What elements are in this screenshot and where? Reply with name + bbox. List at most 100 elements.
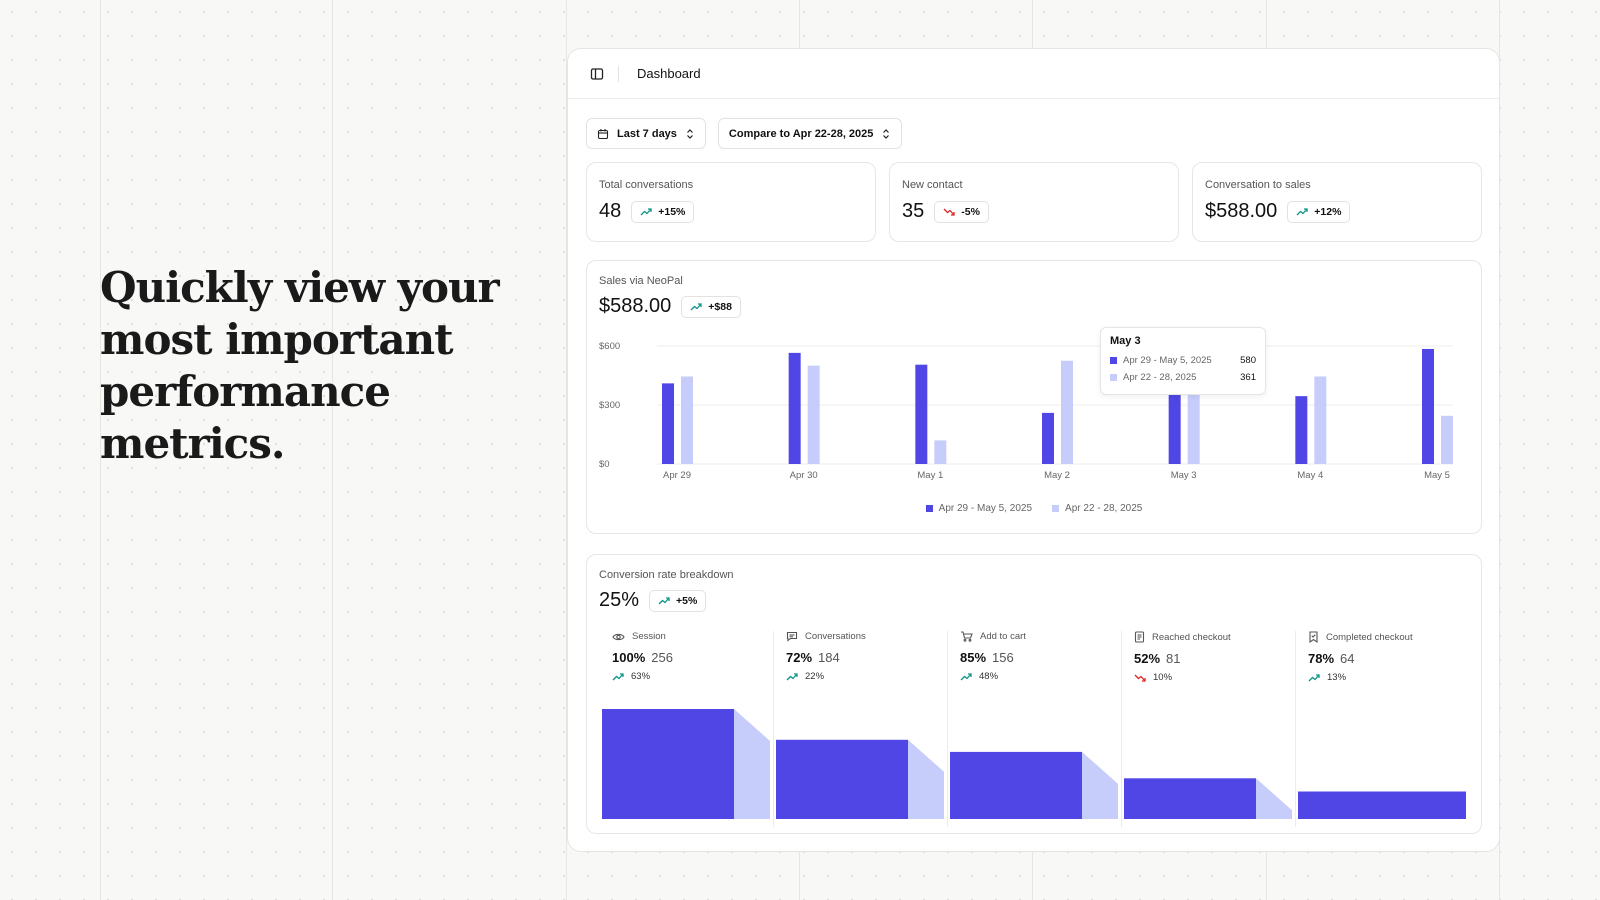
x-tick-label: Apr 30 [790,470,818,481]
legend-label: Apr 22 - 28, 2025 [1065,503,1143,514]
bar [807,365,820,464]
bar [681,376,693,464]
funnel-dropoff [908,739,944,819]
trend-value: +12% [1314,205,1342,218]
funnel-dropoff [734,709,770,819]
guide-line [566,0,567,900]
funnel-bar [950,751,1082,819]
stage-percent: 52% [1134,651,1161,666]
chevron-updown-icon [685,128,695,140]
kpi-label: Total conversations [599,179,694,191]
divider [773,631,774,827]
stage-trend-value: 63% [631,671,651,682]
bar [1422,348,1434,464]
page-title: Dashboard [637,66,701,81]
trend-up-icon [786,672,798,682]
trend-up-icon [1308,673,1320,683]
date-range-label: Last 7 days [617,127,677,140]
top-bar: Dashboard [568,49,1499,99]
guide-line [332,0,333,900]
trend-value: -5% [961,205,980,218]
stage-trend-value: 22% [805,671,825,682]
trend-value: +5% [676,594,698,607]
stage-trend-value: 13% [1327,672,1347,683]
stage-percent: 78% [1308,651,1335,666]
funnel-bar [1124,778,1256,819]
sales-chart-card: Sales via NeoPal $588.00 +$88 $0 $300 $600… [586,260,1482,534]
stage-count: 256 [651,650,673,665]
stage-percent: 72% [786,650,813,665]
chevron-updown-icon [881,128,891,140]
divider [618,65,619,82]
stage-percent: 100% [612,650,646,665]
stage-trend-value: 48% [979,671,999,682]
stage-count: 156 [992,650,1014,665]
sales-label: Sales via NeoPal [599,275,683,287]
trend-up-icon [690,302,702,312]
x-tick-label: May 2 [1044,470,1070,481]
x-tick-label: May 4 [1297,470,1323,481]
funnel-dropoff [1082,751,1118,819]
bar [1441,415,1453,464]
chart-tooltip: May 3 Apr 29 - May 5, 2025 580 Apr 22 - … [1100,327,1266,395]
legend-item[interactable]: Apr 22 - 28, 2025 [1052,503,1142,514]
y-tick-label: $0 [599,459,610,470]
trend-badge: +$88 [681,295,741,318]
tooltip-row-label: Apr 22 - 28, 2025 [1123,372,1197,383]
x-tick-label: May 1 [917,470,943,481]
guide-line [100,0,101,900]
trend-badge: +12% [1287,200,1351,223]
bar [662,383,674,464]
trend-badge: +5% [649,589,707,612]
kpi-value: 35 [902,200,925,222]
tooltip-title: May 3 [1110,335,1141,347]
bookmark-check-icon [1308,631,1319,643]
stage-count: 64 [1340,651,1355,666]
kpi-card-conversation-to-sales: Conversation to sales $588.00 +12% [1192,162,1482,242]
conversion-funnel-chart [602,709,1466,819]
tooltip-row-label: Apr 29 - May 5, 2025 [1123,355,1212,366]
bar [1314,376,1327,464]
filter-bar: Last 7 days Compare to Apr 22-28, 2025 [586,118,903,149]
legend-item[interactable]: Apr 29 - May 5, 2025 [925,503,1032,514]
bar [1042,412,1054,464]
conversion-card: Conversion rate breakdown 25% +5% Sessio… [586,554,1482,834]
trend-down-icon [1134,673,1146,683]
y-tick-label: $300 [599,400,620,411]
sidebar-toggle-icon[interactable] [590,67,604,81]
compare-select[interactable]: Compare to Apr 22-28, 2025 [717,118,903,149]
bar [1061,360,1073,464]
sales-value: $588.00 [599,295,672,317]
chart-legend: Apr 29 - May 5, 2025 Apr 22 - 28, 2025 [587,503,1481,514]
kpi-value: $588.00 [1205,200,1278,222]
x-tick-label: May 3 [1171,470,1197,481]
tooltip-row-value: 580 [1240,355,1256,366]
series-swatch [1110,374,1117,381]
bar [1187,393,1200,464]
kpi-label: New contact [902,179,963,191]
trend-badge: +15% [631,200,695,223]
hero-headline: Quickly view your most important perform… [100,263,500,468]
divider [1295,631,1296,827]
stage-count: 184 [818,650,840,665]
stage-label: Add to cart [980,631,1026,642]
bar [915,364,928,464]
funnel-bar [602,709,734,819]
stage-label: Completed checkout [1326,631,1413,643]
stage-label: Conversations [805,631,866,642]
funnel-dropoff [1256,778,1292,819]
funnel-stage-session: Session 100% 256 63% [599,631,773,701]
series-swatch [1052,505,1060,512]
series-swatch [1110,357,1117,364]
kpi-label: Conversation to sales [1205,179,1311,191]
compare-label: Compare to Apr 22-28, 2025 [728,127,874,140]
tooltip-row: Apr 29 - May 5, 2025 580 [1110,355,1256,366]
dashboard-panel: Dashboard Last 7 days Compare to Apr 22-… [567,48,1500,852]
trend-value: +$88 [708,300,732,313]
kpi-card-total-conversations: Total conversations 48 +15% [586,162,876,242]
receipt-icon [1134,631,1145,643]
trend-up-icon [640,207,652,217]
date-range-select[interactable]: Last 7 days [586,118,706,149]
trend-up-icon [612,672,624,682]
funnel-bar [776,739,908,819]
